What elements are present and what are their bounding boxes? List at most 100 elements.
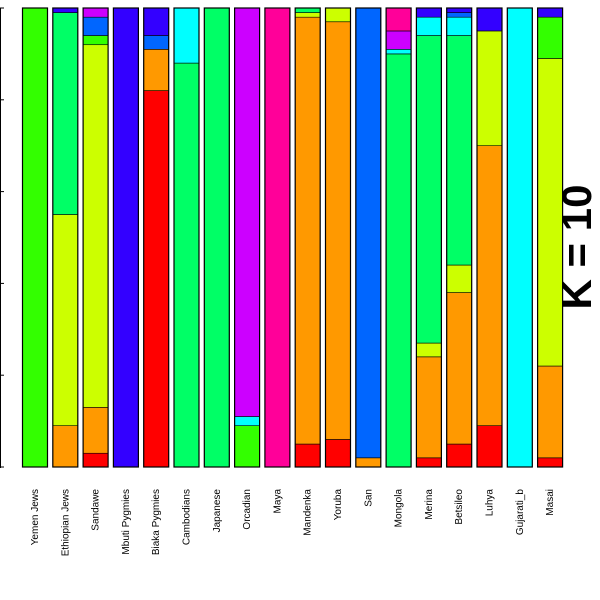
- bar-segment-cyan: [385, 49, 412, 55]
- bar-segment-springgreen: [385, 53, 412, 468]
- x-tick-label: Merina: [424, 489, 435, 520]
- bar-segment-orange: [52, 425, 79, 468]
- bar-segment-orange: [325, 21, 351, 440]
- bar-merina: [415, 7, 442, 468]
- bar-segment-cyan: [234, 416, 260, 426]
- bar-segment-springgreen: [294, 7, 321, 13]
- bar-segment-yellowgreen: [52, 214, 79, 426]
- x-tick-label: Masai: [545, 489, 556, 516]
- bar-segment-yellowgreen: [294, 12, 321, 18]
- bar-outline: [264, 7, 291, 468]
- bar-outline: [82, 7, 109, 468]
- bar-segment-orange: [355, 457, 382, 468]
- bar-outline: [476, 7, 503, 468]
- x-tick-label: Sandawe: [91, 489, 102, 531]
- bar-gujarati-b: [506, 7, 533, 468]
- bar-san: [355, 7, 382, 468]
- x-tick-label: Maya: [272, 489, 283, 514]
- bar-yemen-jews: [21, 7, 49, 468]
- bar-segment-orange: [537, 365, 563, 459]
- x-tick-label: Ethiopian Jews: [60, 489, 71, 556]
- bar-segment-magenta: [385, 7, 412, 32]
- bar-outline: [415, 7, 442, 468]
- bar-segment-red: [82, 452, 109, 468]
- bar-segment-yellowgreen: [416, 342, 442, 358]
- bar-segment-red: [416, 457, 442, 468]
- bar-outline: [234, 7, 261, 468]
- bar-segment-orange: [446, 292, 473, 445]
- bar-segment-orange: [416, 356, 442, 459]
- bar-mbuti-pygmies: [112, 7, 140, 468]
- x-tick-label: Yemen Jews: [30, 489, 41, 545]
- bar-segment-cyan: [416, 16, 442, 36]
- bar-segment-yellowgreen: [82, 44, 109, 408]
- bar-outline: [112, 7, 140, 468]
- bar-segment-red: [537, 457, 563, 468]
- bar-segment-indigo: [476, 7, 503, 32]
- bar-segment-indigo: [113, 7, 139, 468]
- x-tick-label: Yoruba: [333, 489, 344, 521]
- bar-segment-green: [22, 7, 48, 468]
- bar-ethiopian-jews: [52, 7, 79, 468]
- x-tick-label: Mandenka: [303, 489, 314, 536]
- bar-segment-red: [325, 439, 351, 468]
- bar-segment-springgreen: [173, 62, 200, 468]
- bar-segment-cyan: [173, 7, 200, 64]
- bar-segment-cyan: [446, 16, 473, 36]
- bar-japanese: [203, 7, 230, 468]
- x-tick-label: Luhya: [485, 489, 496, 517]
- bar-segment-indigo: [537, 7, 563, 18]
- bar-mandenka: [294, 7, 321, 468]
- bar-outline: [52, 7, 79, 468]
- bar-segment-orange: [294, 16, 321, 445]
- bar-outline: [143, 7, 170, 468]
- bar-sandawe: [82, 7, 109, 468]
- bar-outline: [355, 7, 382, 468]
- bar-cambodians: [173, 7, 200, 468]
- bar-outline: [173, 7, 200, 468]
- bar-maya: [264, 7, 291, 468]
- x-tick-label: San: [363, 489, 374, 507]
- bar-segment-blue: [446, 12, 473, 18]
- bar-mongola: [385, 7, 412, 468]
- x-tick-label: Cambodians: [182, 489, 193, 545]
- bar-outline: [21, 7, 49, 468]
- bar-segment-violet: [82, 7, 109, 18]
- x-tick-labels: Yemen Jews Ethiopian Jews Sandawe Mbuti Pyg…: [30, 489, 556, 557]
- bar-segment-yellowgreen: [446, 264, 473, 293]
- bar-yoruba: [324, 7, 352, 468]
- bar-outline: [385, 7, 412, 468]
- x-tick-label: Betsileo: [454, 489, 465, 525]
- bar-betsileo: [446, 7, 473, 468]
- bar-segment-indigo: [446, 7, 473, 13]
- bar-outline: [203, 7, 230, 468]
- x-tick-label: Japanese: [212, 489, 223, 533]
- bar-segment-orange: [476, 145, 503, 426]
- x-tick-label: Mbuti Pygmies: [121, 489, 132, 555]
- bar-segment-yellowgreen: [325, 7, 351, 23]
- bar-luhya: [476, 7, 503, 468]
- bar-segment-magenta: [264, 7, 291, 468]
- bar-outline: [536, 7, 564, 468]
- bar-segment-yellowgreen: [476, 30, 503, 147]
- bar-segment-green: [537, 16, 563, 59]
- bar-outline: [324, 7, 352, 468]
- bar-masai: [536, 7, 564, 468]
- bar-segment-orange: [82, 407, 109, 454]
- x-tick-label: Mongola: [394, 489, 405, 528]
- bar-segment-springgreen: [52, 12, 79, 215]
- bar-outline: [294, 7, 321, 468]
- bar-segment-indigo: [416, 7, 442, 18]
- stacked-bars: [21, 7, 564, 468]
- bar-orcadian: [234, 7, 261, 468]
- bar-segment-blue: [82, 16, 109, 36]
- bar-segment-green: [82, 35, 109, 46]
- y-axis-ticks: [0, 7, 4, 468]
- bar-segment-springgreen: [416, 35, 442, 344]
- bar-segment-springgreen: [446, 35, 473, 266]
- bar-segment-red: [446, 443, 473, 468]
- bar-segment-violet: [234, 7, 260, 417]
- x-tick-label: Orcadian: [242, 489, 253, 530]
- bar-segment-indigo: [52, 7, 79, 13]
